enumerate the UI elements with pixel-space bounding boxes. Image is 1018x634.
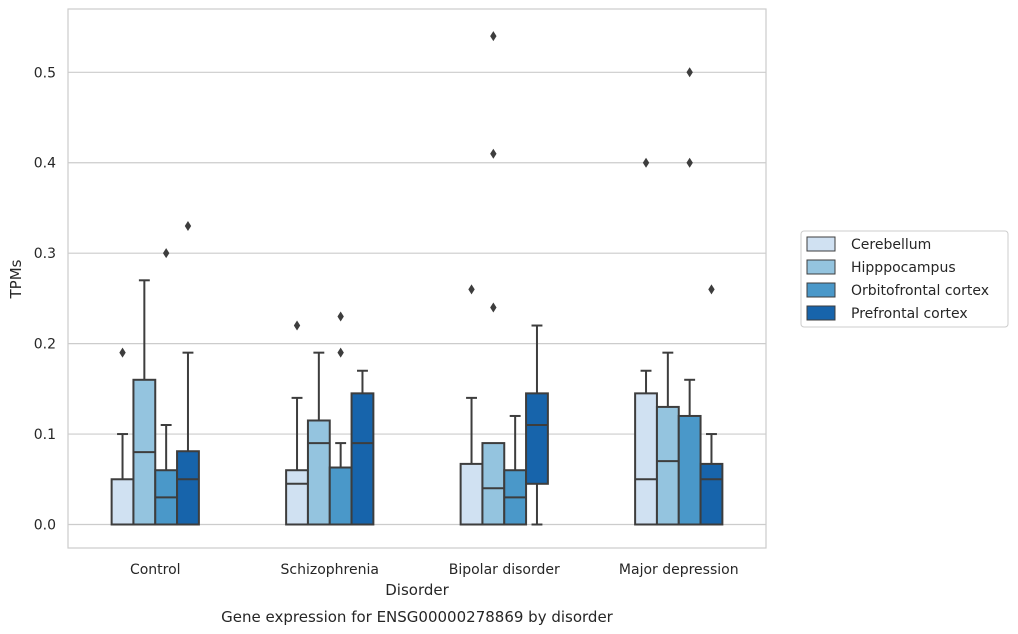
x-tick-label: Major depression <box>619 562 739 578</box>
box-body <box>634 392 658 526</box>
box-body <box>176 450 200 526</box>
x-tick-label: Bipolar disorder <box>449 562 560 578</box>
box-body <box>677 414 702 526</box>
box-prefrontal-cortex <box>350 369 375 526</box>
box-hipppocampus <box>132 279 157 526</box>
y-axis-ticks: 0.0 0.1 0.2 0.3 0.4 0.5 <box>34 65 56 533</box>
box-hipppocampus <box>655 351 680 526</box>
box-body <box>459 462 484 526</box>
outlier-point <box>490 31 497 42</box>
y-tick-label: 0.2 <box>34 337 56 353</box>
legend-frame <box>800 230 1009 328</box>
box-cerebellum <box>459 284 484 526</box>
box-cerebellum <box>110 347 135 526</box>
outlier-point <box>686 157 693 168</box>
box-hipppocampus <box>481 31 506 526</box>
boxes <box>110 31 724 526</box>
legend-swatch <box>806 259 836 275</box>
x-tick-label: Schizophrenia <box>281 562 379 578</box>
box-orbitofrontal-cortex <box>503 414 528 526</box>
legend-swatch <box>806 236 836 252</box>
box-prefrontal-cortex <box>176 221 200 526</box>
legend-entry: Hipppocampus <box>851 260 956 276</box>
legend-entry: Cerebellum <box>851 237 931 253</box>
box-hipppocampus <box>306 351 331 526</box>
legend-entry: Orbitofrontal cortex <box>851 283 989 299</box>
box-prefrontal-cortex <box>525 324 549 526</box>
box-cerebellum <box>634 157 658 526</box>
outlier-point <box>490 148 497 159</box>
box-body <box>350 392 375 526</box>
outlier-point <box>490 302 497 313</box>
y-tick-label: 0.1 <box>34 427 56 443</box>
x-axis-label: Disorder <box>385 581 449 599</box>
outlier-point <box>708 284 715 295</box>
outlier-point <box>468 284 475 295</box>
outlier-point <box>642 157 650 168</box>
box-body <box>481 442 506 526</box>
box-orbitofrontal-cortex <box>328 311 353 526</box>
legend: Cerebellum Hipppocampus Orbitofrontal cort… <box>800 230 1009 328</box>
box-body <box>306 419 331 526</box>
outlier-point <box>337 347 344 358</box>
box-prefrontal-cortex <box>699 284 724 526</box>
box-body <box>655 405 680 526</box>
outlier-point <box>162 248 170 259</box>
box-body <box>328 466 353 526</box>
box-cerebellum <box>285 320 309 526</box>
outlier-point <box>184 221 192 232</box>
x-axis-ticks: Control Schizophrenia Bipolar disorder Majo… <box>130 562 739 578</box>
plot-area-frame <box>67 8 767 549</box>
y-tick-label: 0.4 <box>34 156 56 172</box>
legend-swatch <box>806 305 836 321</box>
legend-swatch <box>806 282 836 298</box>
box-body <box>110 478 135 526</box>
outlier-point <box>686 67 693 78</box>
y-tick-label: 0.0 <box>34 517 56 533</box>
outlier-point <box>337 311 344 322</box>
outlier-point <box>293 320 301 331</box>
y-tick-label: 0.3 <box>34 246 56 262</box>
legend-entry: Prefrontal cortex <box>851 306 968 322</box>
box-body <box>285 469 309 526</box>
box-body <box>699 462 724 526</box>
box-orbitofrontal-cortex <box>677 67 702 526</box>
y-axis-label: TPMs <box>7 259 25 299</box>
chart-title: Gene expression for ENSG00000278869 by d… <box>221 608 614 626</box>
x-tick-label: Control <box>130 562 181 578</box>
y-tick-label: 0.5 <box>34 65 56 81</box>
outlier-point <box>119 347 126 358</box>
box-body <box>525 392 549 485</box>
box-orbitofrontal-cortex <box>154 248 179 526</box>
